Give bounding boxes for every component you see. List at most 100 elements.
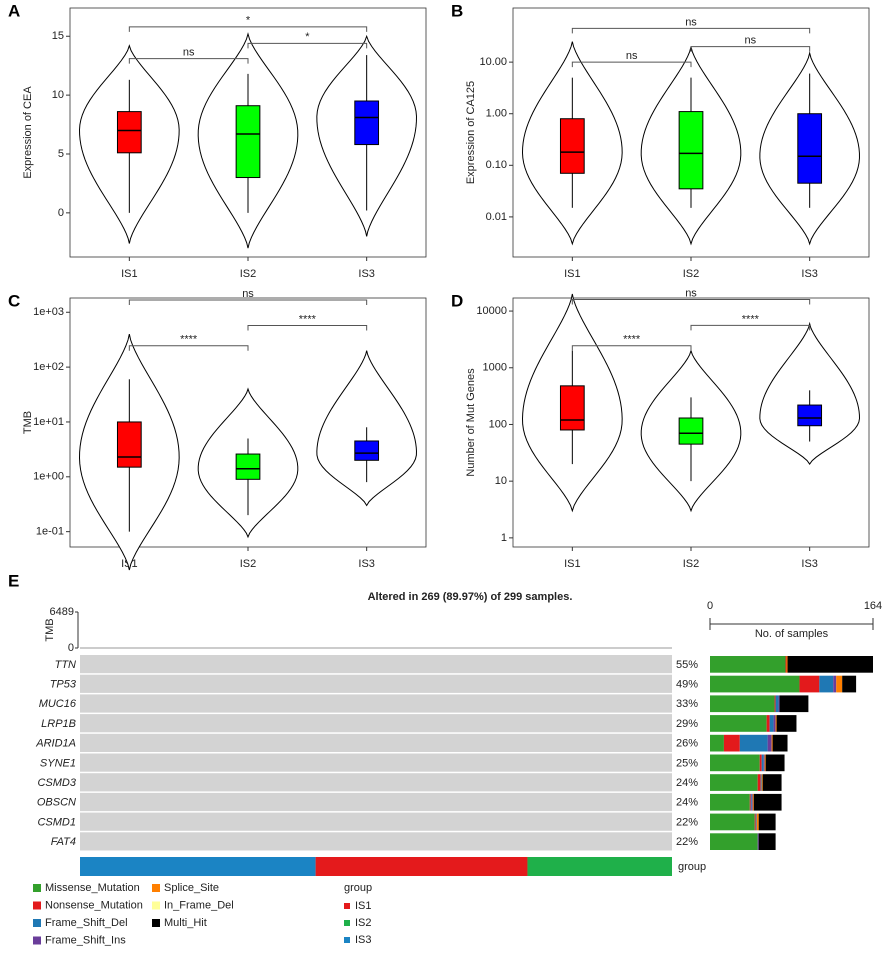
x-tick-label: IS3 [358, 558, 375, 570]
count-bar [755, 813, 757, 831]
group-legend-label: IS3 [355, 934, 372, 946]
count-bar [757, 833, 759, 850]
count-tick-label: 0 [707, 600, 713, 612]
count-bar [760, 774, 762, 791]
significance-bracket [571, 27, 811, 34]
y-tick-label: 1.00 [486, 108, 507, 120]
count-bar [765, 754, 785, 772]
matrix-row [80, 773, 672, 792]
count-bar [819, 675, 834, 693]
y-tick-label: 0 [58, 207, 64, 219]
percent-label: 33% [676, 698, 698, 710]
gene-label: CSMD3 [37, 777, 76, 789]
matrix-row [80, 832, 672, 851]
count-bar [773, 715, 776, 732]
percent-label: 49% [676, 678, 698, 690]
count-bar [710, 793, 750, 811]
x-tick-label: IS1 [564, 558, 581, 570]
count-bar [775, 715, 777, 732]
significance-label: ns [745, 35, 757, 47]
count-axis [709, 623, 874, 630]
tmb-tick-label: 0 [68, 642, 74, 654]
count-bar [710, 656, 786, 673]
count-bar [776, 715, 797, 732]
legend-label: Splice_Site [164, 882, 219, 894]
legend-swatch [152, 901, 160, 910]
count-bar [774, 695, 776, 713]
matrix-row [80, 655, 672, 674]
y-tick-label: 1000 [483, 362, 507, 374]
matrix-row [80, 753, 672, 772]
significance-label: ns [183, 47, 195, 59]
legend-label: Nonsense_Mutation [45, 899, 143, 911]
y-tick-label: 5 [58, 148, 64, 160]
percent-label: 22% [676, 836, 698, 848]
count-bar [710, 675, 800, 693]
legend-swatch [33, 919, 41, 927]
significance-label: **** [180, 334, 198, 346]
y-tick-label: 1e+03 [33, 306, 64, 318]
percent-label: 26% [676, 738, 698, 750]
panel-letter: D [451, 291, 463, 310]
x-tick-label: IS3 [358, 268, 375, 280]
percent-label: 25% [676, 757, 698, 769]
count-bar [779, 695, 809, 713]
tmb-label: TMB [44, 618, 56, 641]
count-bar [752, 793, 754, 811]
legend-swatch [33, 901, 41, 910]
count-tick-label: 164 [864, 600, 882, 612]
group-legend-label: IS2 [355, 917, 372, 929]
box [116, 421, 142, 468]
gene-label: CSMD1 [37, 816, 76, 828]
count-bar [763, 754, 765, 772]
group-legend-label: IS1 [355, 900, 372, 912]
box [797, 113, 823, 184]
count-bar [833, 675, 837, 693]
significance-bracket [247, 324, 368, 331]
count-bar [756, 813, 759, 831]
count-bar [757, 774, 761, 791]
count-bar [710, 813, 755, 831]
count-bar [753, 793, 782, 811]
panel-letter: A [8, 1, 20, 20]
matrix-row [80, 812, 672, 831]
legend-label: Frame_Shift_Ins [45, 934, 126, 946]
y-tick-label: 10 [495, 475, 507, 487]
count-bar [754, 813, 756, 831]
panel-letter: B [451, 1, 463, 20]
group-legend-swatch [344, 937, 350, 943]
significance-bracket [690, 46, 811, 52]
y-tick-label: 1e+01 [33, 416, 64, 428]
x-tick-label: IS2 [240, 268, 257, 280]
y-axis-label: Expression of CA125 [465, 81, 477, 184]
count-bar [836, 675, 843, 693]
matrix-row [80, 792, 672, 812]
significance-label: **** [623, 334, 641, 346]
tmb-tick-label: 6489 [50, 606, 74, 618]
box [559, 118, 585, 174]
count-bar [842, 675, 857, 693]
count-bar [799, 675, 820, 693]
y-tick-label: 0.01 [486, 211, 507, 223]
count-bar [710, 734, 724, 752]
gene-label: ARID1A [35, 738, 76, 750]
x-tick-label: IS1 [121, 268, 138, 280]
box [116, 111, 142, 154]
significance-bracket [571, 298, 811, 305]
group-segment [315, 857, 528, 876]
count-axis-label: No. of samples [755, 628, 829, 640]
significance-bracket [128, 26, 368, 32]
percent-label: 55% [676, 659, 698, 671]
significance-label: ns [242, 288, 254, 300]
count-bar [710, 833, 758, 850]
count-bar [778, 695, 780, 713]
y-tick-label: 0.10 [486, 159, 507, 171]
count-bar [710, 754, 760, 772]
box [559, 385, 585, 431]
y-tick-label: 100 [489, 418, 507, 430]
matrix-row [80, 733, 672, 752]
significance-bracket [571, 345, 692, 351]
box [354, 100, 380, 146]
y-axis-label: Number of Mut Genes [465, 368, 477, 477]
percent-label: 29% [676, 718, 698, 730]
